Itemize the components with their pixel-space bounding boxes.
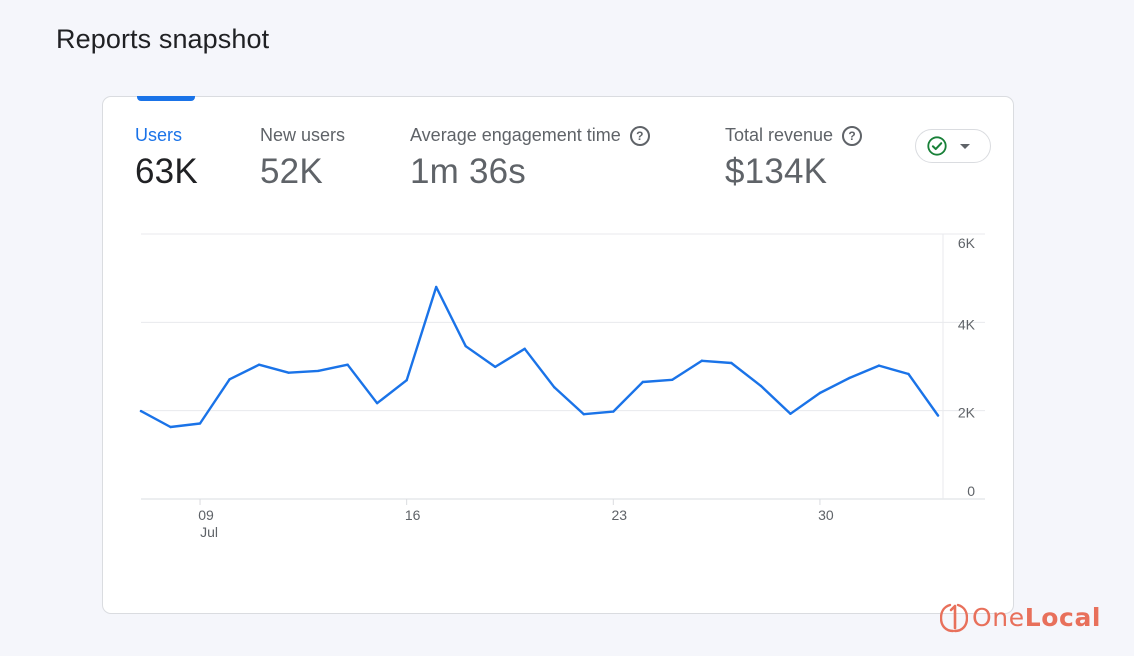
onelocal-logo-icon [940, 603, 968, 633]
y-tick-label: 2K [958, 405, 976, 421]
data-point [346, 363, 349, 366]
help-icon[interactable]: ? [842, 125, 863, 146]
metric-value: 1m 36s [410, 152, 526, 191]
x-tick-label: 23 [612, 507, 628, 523]
page-title: Reports snapshot [56, 24, 270, 54]
data-point [198, 422, 202, 425]
users-series-line [139, 285, 940, 429]
data-point [759, 384, 763, 388]
data-point [494, 365, 497, 369]
data-point [287, 371, 290, 374]
data-point [257, 363, 261, 366]
metric-value: 63K [135, 152, 198, 191]
data-point [848, 376, 851, 380]
data-point [907, 372, 910, 376]
active-tab-indicator [137, 96, 195, 101]
data-point [936, 414, 940, 417]
data-point [700, 359, 704, 362]
data-point [228, 378, 231, 381]
metric-value: 52K [260, 152, 323, 191]
metric-label: Users [135, 125, 183, 145]
data-point [641, 380, 645, 384]
help-icon[interactable]: ? [629, 125, 650, 146]
check-circle-icon [927, 136, 947, 156]
metric-tab-total-revenue[interactable]: Total revenue ? $134K [725, 125, 863, 192]
y-tick-label: 6K [958, 235, 976, 251]
x-tick-label: 09 [198, 507, 214, 523]
metric-tab-new-users[interactable]: New users 52K [260, 125, 345, 192]
data-point [523, 347, 526, 351]
metric-tab-users[interactable]: Users 63K [135, 125, 198, 192]
data-point [877, 364, 881, 367]
caret-down-icon [960, 143, 970, 149]
metric-label: New users [260, 125, 346, 145]
reports-card: Users 63K New users 52K Average engageme… [102, 96, 1014, 614]
data-point [671, 378, 674, 381]
y-tick-label: 0 [967, 483, 975, 499]
data-point [375, 401, 379, 405]
data-point [464, 344, 467, 348]
data-point [316, 369, 320, 373]
onelocal-watermark: One Local [940, 600, 1101, 634]
data-point [139, 409, 143, 413]
x-tick-sublabel: Jul [200, 524, 218, 540]
metric-label: Average engagement time ? [410, 125, 650, 146]
data-point [434, 285, 438, 289]
data-point [582, 413, 585, 416]
data-point [789, 412, 792, 415]
metric-tab-average-engagement-time[interactable]: Average engagement time ? 1m 36s [410, 125, 650, 192]
data-point [553, 386, 556, 389]
data-point [169, 425, 172, 429]
x-tick-label: 30 [818, 507, 834, 523]
data-point [730, 361, 733, 365]
data-point [612, 410, 615, 413]
y-tick-label: 4K [958, 316, 976, 332]
watermark-brand-local: Local [1024, 602, 1102, 632]
metric-label: Total revenue ? [725, 125, 863, 146]
data-point [818, 391, 822, 395]
metric-value: $134K [725, 152, 828, 191]
compare-dropdown-button[interactable] [915, 129, 991, 163]
x-tick-label: 16 [405, 507, 421, 523]
watermark-brand-one: One [972, 602, 1025, 632]
data-point [405, 378, 408, 382]
